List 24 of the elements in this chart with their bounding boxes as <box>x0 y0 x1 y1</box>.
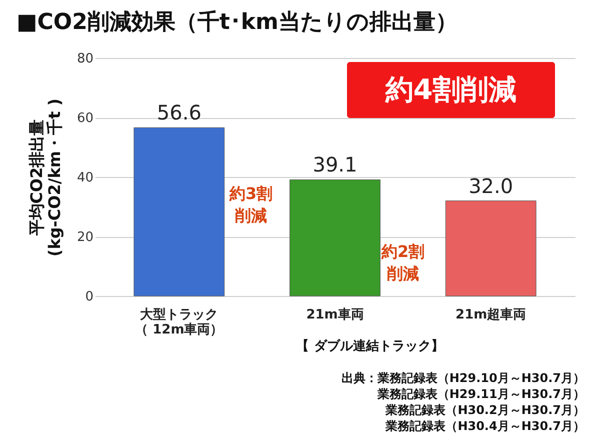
data-label: 39.1 <box>312 152 358 177</box>
y-axis-title: 平均CO2排出量 (kg-CO2/km・千t ) <box>26 98 64 257</box>
y-tick-label: 60 <box>76 111 94 126</box>
bar <box>134 127 225 296</box>
data-label: 56.6 <box>156 100 202 125</box>
y-tick-label: 0 <box>85 290 94 304</box>
y-tick-label: 80 <box>76 52 94 66</box>
data-label: 32.0 <box>468 174 514 198</box>
x-tick-label: 21m超車両 <box>456 308 526 322</box>
bar <box>290 179 380 296</box>
annotation: 約4割削減 <box>384 73 517 106</box>
x-tick-label: 大型トラック（ 12m車両） <box>135 308 224 338</box>
y-tick-label: 20 <box>76 230 94 245</box>
x-tick-label: 21m車両 <box>306 308 364 322</box>
text: 【 ダブル連結トラック】 <box>296 338 444 354</box>
bar <box>445 200 536 296</box>
y-tick-label: 40 <box>76 170 94 186</box>
text: 業務記録表（H30.2月～H30.7月） <box>384 403 585 417</box>
annotation: 約3割削減 <box>228 184 273 225</box>
text: 業務記録表（H29.11月～H30.7月） <box>376 387 585 401</box>
chart-title: ■CO2削減効果（千t･km当たりの排出量） <box>16 10 458 35</box>
source-note: 出典：業務記録表（H29.10月～H30.7月） <box>341 371 585 385</box>
annotation: 約2割削減 <box>380 242 425 283</box>
text: 業務記録表（H30.4月～H30.7月） <box>384 419 585 433</box>
